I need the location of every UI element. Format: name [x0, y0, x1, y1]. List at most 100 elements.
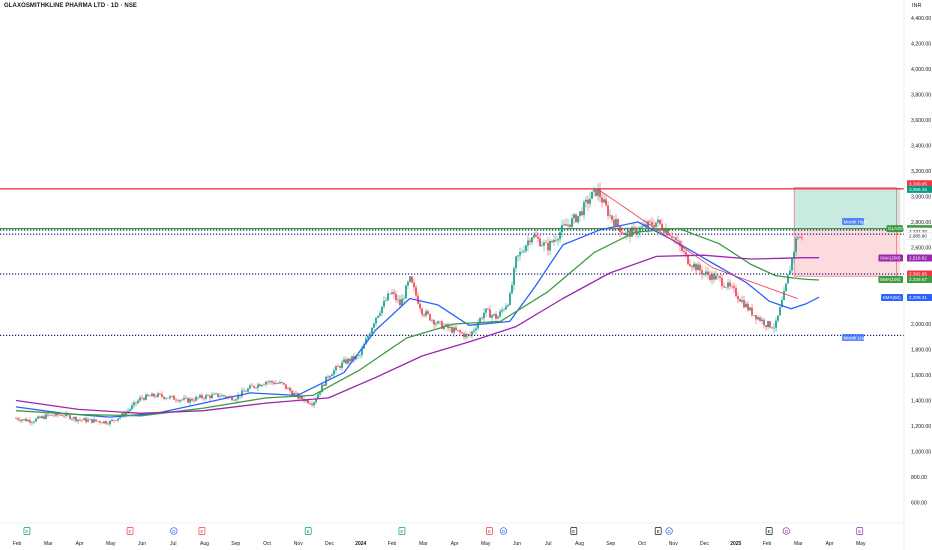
candle-body	[641, 226, 643, 228]
candle-body	[773, 327, 775, 329]
candle-body	[101, 422, 103, 424]
candle-body	[253, 386, 255, 388]
earnings-marker-shape	[765, 527, 773, 535]
candle-body	[411, 276, 413, 283]
event-marker-d[interactable]: D	[665, 527, 673, 535]
candle-body	[161, 394, 163, 397]
candle-body	[613, 219, 615, 226]
candle-body	[435, 323, 437, 325]
price-label-tag-box	[878, 254, 903, 262]
candle-body	[571, 218, 573, 227]
event-marker-e[interactable]: E	[304, 527, 312, 535]
x-tick-label: 2024	[355, 541, 366, 547]
price-label: 2,392.95	[907, 270, 932, 278]
event-marker-e[interactable]: E	[23, 527, 31, 535]
earnings-marker-shape	[570, 527, 578, 535]
candle-body	[313, 402, 315, 406]
price-label-value: 2,349.67	[909, 277, 927, 282]
candle-body	[89, 419, 91, 420]
candle-body	[459, 330, 461, 333]
event-marker-d[interactable]: D	[170, 527, 178, 535]
event-marker-e[interactable]: E	[486, 527, 493, 535]
candle-body	[345, 359, 347, 364]
candle-body	[165, 398, 167, 399]
candle-body	[375, 317, 377, 324]
candle-body	[119, 416, 121, 419]
candle-body	[201, 395, 203, 398]
month-high-annotation[interactable]: Month High	[842, 218, 867, 225]
candle-body	[393, 292, 395, 294]
candle-body	[627, 230, 629, 233]
y-tick-label: 3,400.00	[911, 143, 931, 149]
candle-body	[199, 395, 201, 398]
candle-body	[683, 250, 685, 253]
price-label-tag-box	[886, 225, 903, 233]
candle-body	[193, 400, 195, 402]
sma200-line[interactable]	[15, 254, 820, 414]
event-marker-e[interactable]: E	[765, 527, 773, 535]
candle-body	[385, 300, 387, 301]
candle-body	[329, 376, 331, 378]
event-marker-d[interactable]: D	[499, 527, 508, 535]
x-tick-label: Aug	[200, 541, 209, 547]
candle-body	[205, 395, 207, 399]
descending-trendline[interactable]	[597, 188, 798, 299]
event-marker-e[interactable]: E	[570, 527, 578, 535]
candle-body	[543, 242, 545, 246]
candle-body	[461, 332, 463, 334]
price-label-value: 3,100.05	[909, 181, 927, 186]
candle-body	[409, 276, 411, 282]
x-tick-label: Oct	[638, 541, 646, 547]
candle-body	[223, 395, 225, 397]
candle-body	[357, 355, 359, 356]
candle-body	[399, 299, 401, 306]
x-tick-label: Dec	[700, 541, 709, 547]
candle-body	[71, 418, 73, 420]
event-marker-glyph: E	[768, 529, 771, 534]
earnings-marker-shape	[126, 527, 134, 535]
event-marker-e[interactable]: E	[654, 527, 662, 535]
candle-body	[353, 356, 355, 360]
month-low-annotation[interactable]: Month Low	[842, 334, 867, 342]
candle-body	[755, 315, 757, 320]
candle-body	[589, 198, 591, 204]
candle-body	[679, 240, 681, 246]
candle-body	[381, 306, 383, 314]
candle-body	[539, 238, 541, 247]
candle-body	[685, 252, 687, 255]
candle-body	[347, 358, 349, 364]
candle-body	[561, 225, 563, 233]
candle-body	[185, 397, 187, 399]
candle-body	[249, 385, 251, 389]
candle-body	[569, 224, 571, 227]
price-label-tag-box	[881, 293, 903, 301]
candle-body	[129, 409, 131, 411]
candle-body	[263, 384, 265, 386]
price-label-value: 2,737.70	[909, 229, 927, 234]
sma50-line[interactable]	[15, 221, 820, 418]
event-marker-e[interactable]: E	[126, 527, 134, 535]
candle-body	[713, 273, 715, 280]
candle-body	[391, 292, 393, 294]
sma100-line[interactable]	[15, 227, 820, 417]
candle-body	[653, 225, 655, 227]
event-marker-d[interactable]: D	[782, 527, 790, 535]
candle-body	[27, 420, 29, 422]
price-label-tag: SMA(50)	[883, 295, 902, 300]
candle-body	[265, 381, 267, 385]
candle-body	[431, 319, 433, 321]
event-marker-e[interactable]: E	[856, 527, 864, 535]
x-tick-label: May	[856, 541, 866, 547]
candle-body	[581, 211, 583, 216]
event-marker-e[interactable]: E	[198, 527, 206, 535]
candle-body	[35, 418, 37, 422]
candle-body	[555, 239, 557, 241]
candle-body	[81, 419, 83, 421]
event-marker-e[interactable]: E	[398, 527, 406, 535]
candle-body	[471, 331, 473, 336]
candle-body	[287, 387, 289, 389]
earnings-marker-shape	[304, 527, 312, 535]
candle-body	[677, 239, 679, 241]
